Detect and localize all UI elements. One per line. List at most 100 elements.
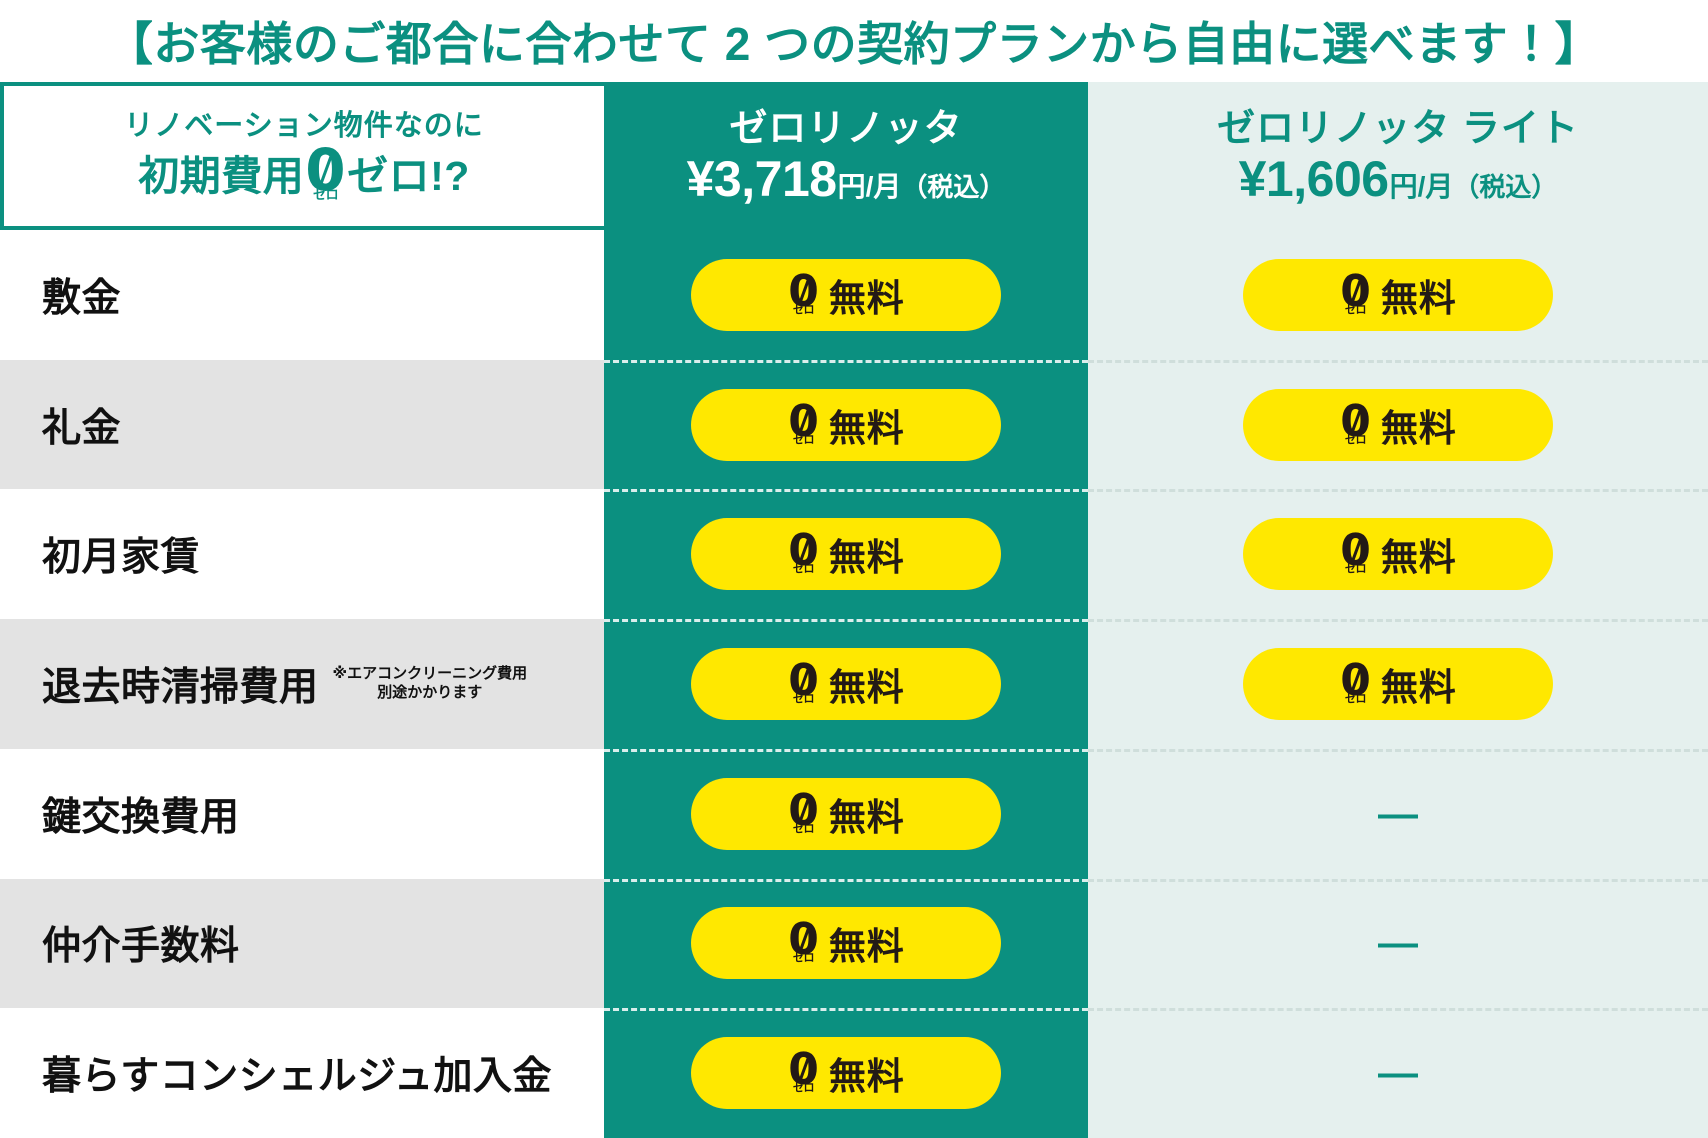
row-value-cell-plan1: 0 ゼロ 無料 [604, 230, 1088, 360]
free-label: 無料 [828, 926, 905, 968]
zero-digit: 0 [305, 135, 347, 204]
table-row: 礼金 0 ゼロ 無料 0 ゼロ 無料 [0, 359, 1708, 490]
free-badge: 0 ゼロ 無料 [1243, 648, 1553, 721]
row-value-cell-plan1: 0 ゼロ 無料 [604, 879, 1088, 1009]
free-label: 無料 [828, 796, 905, 838]
zero-badge: 0 ゼロ [788, 1044, 819, 1096]
zero-badge: 0 ゼロ [788, 525, 819, 577]
zero-badge: 0 ゼロ [788, 788, 819, 835]
zero-badge: 0 ゼロ [1340, 265, 1371, 317]
zero-digit: 0 [788, 914, 819, 966]
zero-badge: 0 ゼロ [788, 395, 819, 447]
free-badge: 0 ゼロ 無料 [1243, 388, 1553, 461]
header-cell-feature: リノベーション物件なのに 初期費用 0 ゼロ ゼロ!? [0, 82, 604, 230]
row-value-cell-plan2: — [1088, 1008, 1708, 1138]
table-row: 仲介手数料 0 ゼロ 無料 — [0, 878, 1708, 1009]
row-value-cell-plan2: — [1088, 749, 1708, 879]
table-row: 敷金 0 ゼロ 無料 0 ゼロ 無料 [0, 230, 1708, 360]
zero-badge: 0 ゼロ [788, 914, 819, 966]
row-label-cell: 仲介手数料 [0, 878, 604, 1009]
row-label: 退去時清掃費用 [42, 666, 319, 710]
free-badge: 0 ゼロ 無料 [691, 388, 1001, 461]
free-badge: 0 ゼロ 無料 [691, 258, 1001, 331]
plan1-price-unit: 円/月 [837, 170, 902, 202]
row-label: 敷金 [42, 276, 122, 320]
zero-digit: 0 [1340, 525, 1371, 577]
row-label: 仲介手数料 [42, 925, 240, 969]
free-label: 無料 [828, 407, 905, 449]
row-label-cell: 鍵交換費用 [0, 748, 604, 879]
page-title: 【お客様のご都合に合わせて 2 つの契約プランから自由に選べます！】 [106, 18, 1602, 70]
row-label: 鍵交換費用 [42, 795, 240, 839]
zero-digit: 0 [1340, 654, 1371, 706]
header-tagline: リノベーション物件なのに [124, 109, 484, 142]
row-value-cell-plan1: 0 ゼロ 無料 [604, 1008, 1088, 1138]
header-headline-prefix: 初期費用 [138, 152, 305, 199]
plan2-price: ¥1,606 円/月 （税込） [1239, 154, 1558, 204]
free-label: 無料 [1380, 407, 1457, 449]
free-label: 無料 [1380, 537, 1457, 579]
table-body: 敷金 0 ゼロ 無料 0 ゼロ 無料 礼金 0 ゼロ 無料 0 ゼロ 無料 初月家賃 0 ゼロ 無料 0 ゼロ 無料 退去… [0, 230, 1708, 1138]
row-label-cell: 退去時清掃費用 ※エアコンクリーニング費用 別途かかります [0, 619, 604, 749]
table-row: 暮らすコンシェルジュ加入金 0 ゼロ 無料 — [0, 1008, 1708, 1138]
header-headline-suffix: ゼロ!? [347, 152, 470, 199]
row-label-cell: 暮らすコンシェルジュ加入金 [0, 1008, 604, 1138]
row-label: 初月家賃 [42, 536, 201, 580]
table-header-row: リノベーション物件なのに 初期費用 0 ゼロ ゼロ!? ゼロリノッタ ¥3,71… [0, 82, 1708, 230]
free-badge: 0 ゼロ 無料 [1243, 518, 1553, 591]
row-value-cell-plan2: 0 ゼロ 無料 [1088, 489, 1708, 619]
header-headline: 初期費用 0 ゼロ ゼロ!? [138, 135, 470, 204]
row-value-cell-plan1: 0 ゼロ 無料 [604, 619, 1088, 749]
zero-badge: 0 ゼロ [305, 135, 347, 204]
free-badge: 0 ゼロ 無料 [691, 648, 1001, 721]
zero-digit: 0 [1340, 265, 1371, 317]
plan2-price-tax: （税込） [1453, 171, 1558, 202]
row-label-note-line2: 別途かかります [377, 684, 483, 702]
header-cell-plan2: ゼロリノッタ ライト ¥1,606 円/月 （税込） [1088, 82, 1708, 230]
free-label: 無料 [828, 667, 905, 709]
free-label: 無料 [1380, 277, 1457, 319]
zero-badge: 0 ゼロ [1340, 399, 1371, 446]
zero-digit: 0 [788, 395, 819, 447]
zero-digit: 0 [788, 1044, 819, 1096]
free-label: 無料 [1380, 667, 1457, 709]
row-label-note: ※エアコンクリーニング費用 別途かかります [333, 665, 528, 703]
table-row: 退去時清掃費用 ※エアコンクリーニング費用 別途かかります 0 ゼロ 無料 0 ゼロ 無料 [0, 619, 1708, 749]
plan2-name: ゼロリノッタ ライト [1217, 108, 1579, 151]
row-value-cell-plan2: 0 ゼロ 無料 [1088, 619, 1708, 749]
free-badge: 0 ゼロ 無料 [691, 518, 1001, 591]
row-value-cell-plan1: 0 ゼロ 無料 [604, 489, 1088, 619]
row-label: 礼金 [42, 406, 122, 450]
zero-badge: 0 ゼロ [788, 265, 819, 317]
row-label: 暮らすコンシェルジュ加入金 [42, 1055, 552, 1099]
free-badge: 0 ゼロ 無料 [691, 1037, 1001, 1110]
zero-badge: 0 ゼロ [1340, 525, 1371, 577]
row-value-cell-plan1: 0 ゼロ 無料 [604, 360, 1088, 490]
plan-comparison-table: リノベーション物件なのに 初期費用 0 ゼロ ゼロ!? ゼロリノッタ ¥3,71… [0, 82, 1708, 1138]
plan2-price-amount: ¥1,606 [1238, 150, 1389, 207]
free-badge: 0 ゼロ 無料 [1243, 258, 1553, 331]
table-row: 鍵交換費用 0 ゼロ 無料 — [0, 748, 1708, 879]
row-label-cell: 初月家賃 [0, 489, 604, 620]
free-label: 無料 [828, 1056, 905, 1098]
not-available-dash: — [1378, 1051, 1418, 1096]
header-cell-plan1: ゼロリノッタ ¥3,718 円/月 （税込） [604, 82, 1088, 230]
zero-badge: 0 ゼロ [1340, 654, 1371, 706]
free-badge: 0 ゼロ 無料 [691, 907, 1001, 980]
zero-digit: 0 [788, 265, 819, 317]
row-label-note-line1: ※エアコンクリーニング費用 [332, 665, 528, 683]
zero-digit: 0 [788, 654, 819, 706]
row-value-cell-plan2: — [1088, 879, 1708, 1009]
zero-badge: 0 ゼロ [788, 654, 819, 706]
free-badge: 0 ゼロ 無料 [691, 777, 1001, 850]
free-label: 無料 [828, 537, 905, 579]
not-available-dash: — [1378, 791, 1418, 836]
row-label-cell: 敷金 [0, 230, 604, 360]
plan1-name: ゼロリノッタ [729, 108, 963, 151]
row-value-cell-plan1: 0 ゼロ 無料 [604, 749, 1088, 879]
plan1-price-amount: ¥3,718 [686, 150, 837, 207]
free-label: 無料 [828, 277, 905, 319]
zero-digit: 0 [788, 525, 819, 577]
plan1-price: ¥3,718 円/月 （税込） [687, 154, 1006, 204]
